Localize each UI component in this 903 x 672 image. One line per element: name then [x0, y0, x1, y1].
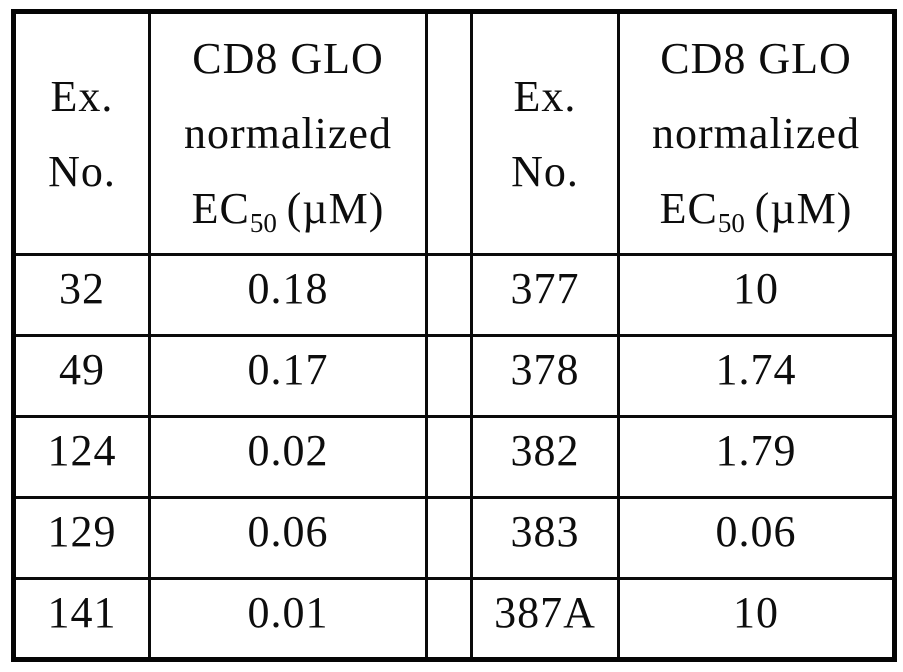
table-row: 129 0.06 383 0.06: [12, 496, 896, 580]
header-no-label: No.: [48, 146, 116, 196]
cell-ec50: 0.06: [617, 496, 896, 580]
ec-text: EC: [191, 184, 250, 233]
cell-ex-no: 32: [12, 253, 151, 337]
spacer-cell: [425, 496, 473, 580]
cell-ex-no: 124: [12, 415, 151, 499]
ec-subscript-50: 50: [249, 208, 277, 238]
header-cd8-glo-label: CD8 GLO: [660, 34, 852, 83]
table-row: 32 0.18 377 10: [12, 253, 896, 337]
table-row: 124 0.02 382 1.79: [12, 415, 896, 499]
cell-ex-no: 129: [12, 496, 151, 580]
um-unit: (µM): [286, 184, 385, 233]
cell-ec50: 0.01: [148, 577, 428, 661]
cell-ec50: 0.17: [148, 334, 428, 418]
table-header-row: Ex. No. CD8 GLO normalized EC50 (µM) Ex. …: [12, 10, 896, 256]
header-normalized-label: normalized: [652, 109, 860, 158]
header-ec50-right: CD8 GLO normalized EC50 (µM): [617, 10, 896, 256]
um-unit: (µM): [754, 184, 853, 233]
spacer-cell: [425, 415, 473, 499]
spacer-cell: [425, 577, 473, 661]
cell-ex-no: 383: [470, 496, 620, 580]
cell-ex-no: 49: [12, 334, 151, 418]
spacer-cell: [425, 10, 473, 256]
table-row: 141 0.01 387A 10: [12, 577, 896, 661]
cell-ec50: 1.74: [617, 334, 896, 418]
header-normalized-label: normalized: [184, 109, 392, 158]
header-ec50-left: CD8 GLO normalized EC50 (µM): [148, 10, 428, 256]
table-row: 49 0.17 378 1.74: [12, 334, 896, 418]
cell-ec50: 0.06: [148, 496, 428, 580]
cell-ex-no: 378: [470, 334, 620, 418]
cell-ex-no: 387A: [470, 577, 620, 661]
spacer-cell: [425, 253, 473, 337]
spacer-cell: [425, 334, 473, 418]
header-ex-label: Ex.: [513, 71, 577, 121]
header-cd8-glo-label: CD8 GLO: [192, 34, 384, 83]
cell-ec50: 0.02: [148, 415, 428, 499]
header-ex-no-right: Ex. No.: [470, 10, 620, 256]
cell-ex-no: 382: [470, 415, 620, 499]
ec50-results-table: Ex. No. CD8 GLO normalized EC50 (µM) Ex. …: [11, 9, 897, 662]
cell-ec50: 1.79: [617, 415, 896, 499]
header-ec50-um-label: EC50 (µM): [622, 171, 892, 246]
cell-ex-no: 377: [470, 253, 620, 337]
ec-subscript-50: 50: [717, 208, 745, 238]
header-no-label: No.: [511, 146, 579, 196]
cell-ec50: 0.18: [148, 253, 428, 337]
header-ex-label: Ex.: [50, 71, 114, 121]
cell-ec50: 10: [617, 253, 896, 337]
header-ex-no-left: Ex. No.: [12, 10, 151, 256]
cell-ex-no: 141: [12, 577, 151, 661]
ec-text: EC: [659, 184, 718, 233]
cell-ec50: 10: [617, 577, 896, 661]
header-ec50-um-label: EC50 (µM): [153, 171, 424, 246]
